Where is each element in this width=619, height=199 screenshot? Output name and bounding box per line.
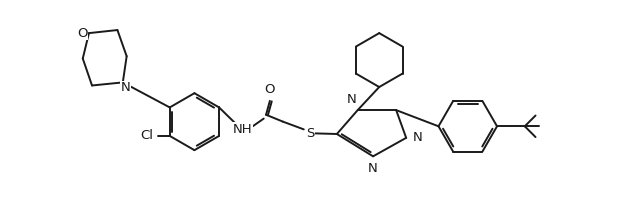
Text: O: O: [77, 27, 87, 40]
Text: O: O: [265, 83, 275, 96]
Text: Cl: Cl: [140, 129, 153, 142]
Text: S: S: [306, 127, 314, 140]
Text: N: N: [121, 81, 131, 94]
Text: N: N: [347, 93, 356, 106]
Text: N: N: [368, 162, 378, 175]
Text: NH: NH: [232, 123, 252, 136]
Text: N: N: [412, 131, 422, 144]
